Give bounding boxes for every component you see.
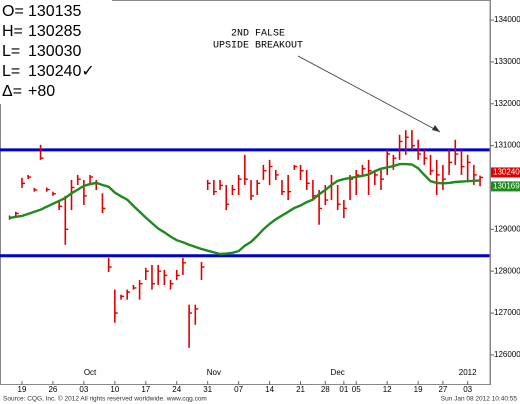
- timestamp: Sun Jan 08 2012 10:40:55: [441, 396, 518, 403]
- moving-average: [9, 162, 481, 256]
- stat-value: 130030: [28, 43, 81, 60]
- x-tick-label: 31: [203, 385, 212, 394]
- x-tick-label: 27: [438, 385, 447, 394]
- x-tick-label: 19: [18, 385, 27, 394]
- x-tick-label: 10: [110, 385, 119, 394]
- last-value-box: [491, 167, 520, 178]
- y-tick-label: 129000: [494, 224, 520, 233]
- x-tick-label: 28: [321, 385, 330, 394]
- stat-value: 130135: [28, 3, 81, 20]
- annotation-text: 2ND FALSE: [231, 29, 285, 40]
- x-tick-label: 21: [296, 385, 305, 394]
- x-tick-label: 19: [414, 385, 423, 394]
- y-tick-label: 133000: [494, 57, 520, 66]
- x-tick-label: 14: [265, 385, 274, 394]
- x-tick-label: 07: [234, 385, 243, 394]
- annotation-text: UPSIDE BREAKOUT: [213, 41, 303, 52]
- month-label: 2012: [459, 368, 477, 377]
- stat-value: 130240✓: [28, 63, 95, 80]
- stat-label: H=: [2, 23, 23, 40]
- source: Source: CQG, Inc. © 2012 All rights rese…: [3, 395, 207, 403]
- x-tick-label: 03: [79, 385, 88, 394]
- month-label: Nov: [207, 368, 221, 377]
- stats-box: [0, 0, 112, 104]
- last-value-box: [491, 181, 520, 192]
- stat-value: 130285: [28, 23, 81, 40]
- x-tick-label: 24: [172, 385, 181, 394]
- last-value-label: 130169: [493, 182, 520, 191]
- stat-value: +80: [28, 83, 55, 100]
- annotation-arrow: [297, 55, 441, 133]
- x-tick-label: 17: [141, 385, 150, 394]
- stat-label: L=: [2, 43, 20, 60]
- y-tick-label: 134000: [494, 15, 520, 24]
- y-tick-label: 132000: [494, 99, 520, 108]
- last-value-label: 130240: [493, 168, 520, 177]
- y-tick-label: 126000: [494, 350, 520, 359]
- stats: O= 130135 H= 130285 L= 130030 L= 130240✓ Δ= +80: [2, 3, 95, 100]
- stat-label: Δ=: [2, 83, 22, 100]
- y-tick-label: 128000: [494, 266, 520, 275]
- month-label: Dec: [331, 368, 345, 377]
- arrow-head: [432, 125, 440, 132]
- stat-label: L=: [2, 63, 20, 80]
- x-tick-label: 01: [339, 385, 348, 394]
- x-tick-label: 03: [463, 385, 472, 394]
- stat-label: O=: [2, 3, 24, 20]
- x-tick-label: 26: [48, 385, 57, 394]
- month-label: Oct: [84, 368, 97, 377]
- y-tick-label: 127000: [494, 308, 520, 317]
- plot: [0, 130, 490, 348]
- x-tick-label: 12: [383, 385, 392, 394]
- x-tick-label: 05: [352, 385, 361, 394]
- y-tick-label: 131000: [494, 141, 520, 150]
